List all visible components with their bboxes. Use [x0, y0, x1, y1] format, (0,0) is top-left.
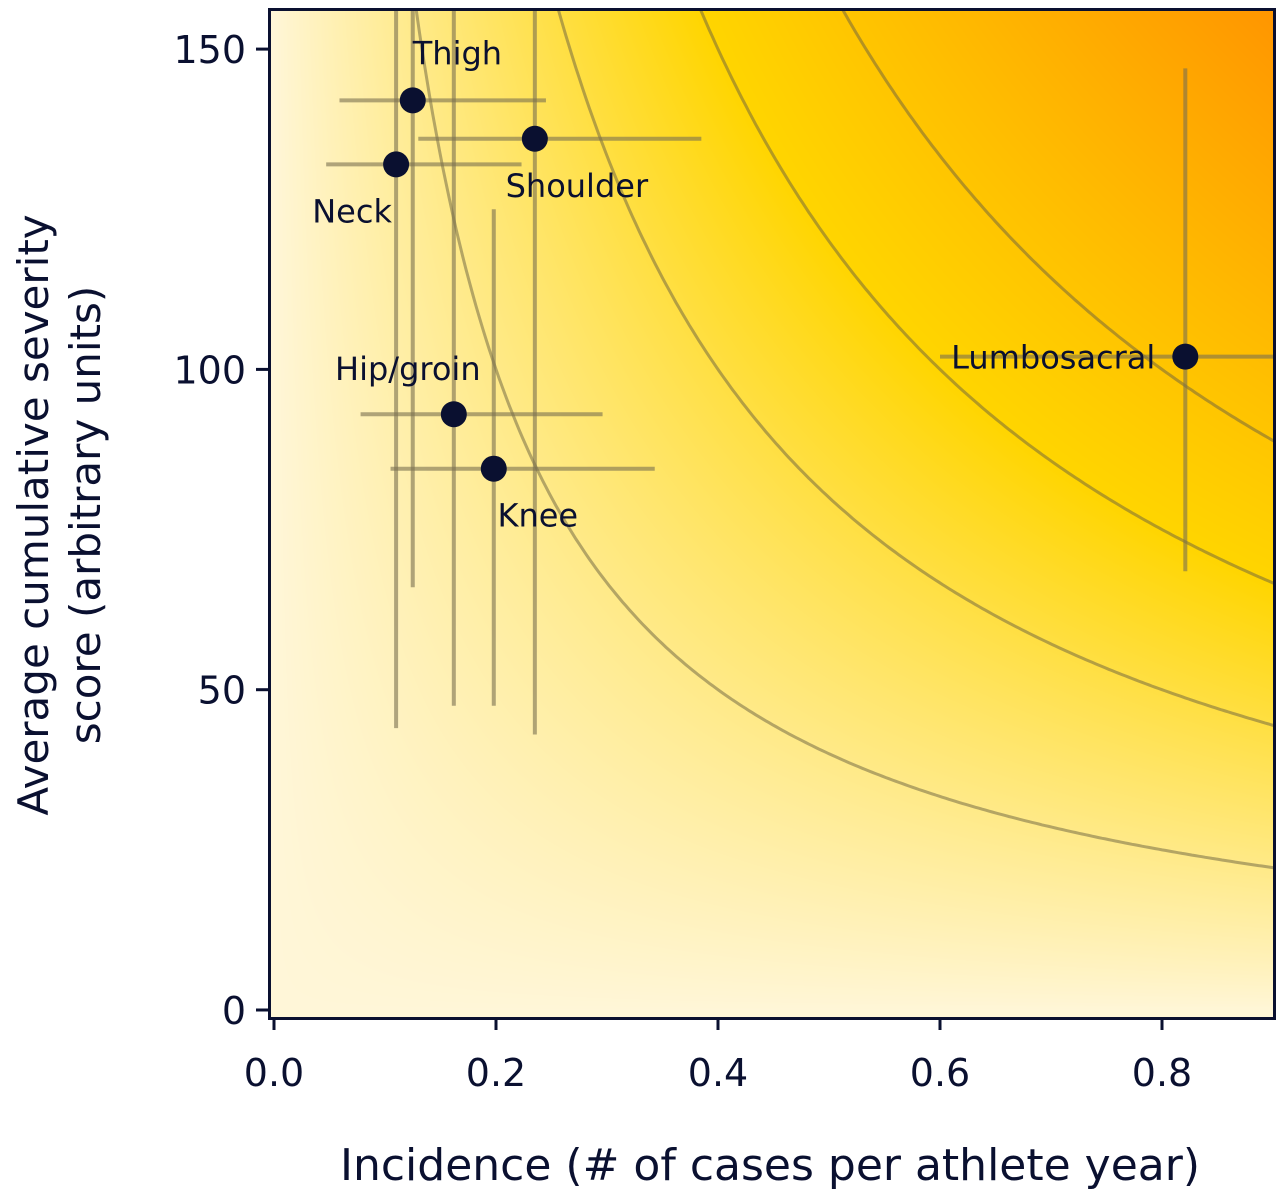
y-tick-label: 0: [222, 989, 246, 1033]
data-point: [440, 401, 467, 428]
data-point: [480, 455, 507, 482]
point-label: Thigh: [412, 34, 502, 72]
y-tick-label: 50: [198, 669, 246, 713]
axes: 0.0 0.2 0.4 0.6 0.8 0 50 100 150: [173, 28, 1192, 1095]
point-label: Hip/groin: [335, 350, 481, 388]
isoline: [699, 11, 1274, 586]
point-label: Neck: [312, 192, 392, 230]
point-label: Lumbosacral: [951, 339, 1155, 377]
data-point: [399, 87, 426, 114]
isolines: [414, 11, 1274, 870]
data-point: [521, 125, 548, 152]
x-tick-label: 0.4: [688, 1051, 748, 1095]
y-axis-title-line2: score (arbitrary units): [61, 286, 110, 745]
data-points: Thigh Neck Shoulder Hip/groin Knee Lumbosacra…: [312, 34, 1199, 535]
x-axis-title: Incidence (# of cases per athlete year): [340, 1140, 1200, 1191]
x-tick-label: 0.0: [244, 1051, 304, 1095]
y-axis-title: Average cumulative severity score (arbit…: [9, 214, 110, 815]
x-tick-label: 0.6: [910, 1051, 970, 1095]
isoline: [841, 11, 1274, 443]
data-point: [1172, 343, 1199, 370]
y-axis-title-line1: Average cumulative severity: [9, 214, 58, 815]
point-label: Knee: [497, 497, 578, 535]
point-label: Shoulder: [506, 167, 649, 205]
isoline: [414, 11, 1274, 870]
x-tick-label: 0.8: [1132, 1051, 1192, 1095]
y-tick-label: 100: [173, 348, 246, 392]
background-gradient: [271, 11, 1274, 1017]
plot-frame: [268, 8, 1276, 1020]
y-tick-label: 150: [173, 28, 246, 72]
x-tick-label: 0.2: [466, 1051, 526, 1095]
isoline: [557, 11, 1274, 728]
data-point: [383, 151, 410, 178]
